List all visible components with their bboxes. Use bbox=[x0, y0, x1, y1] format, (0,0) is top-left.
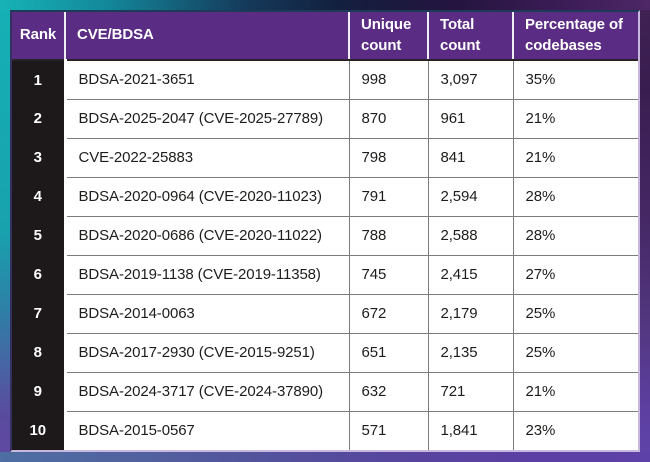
rank-cell: 1 bbox=[12, 60, 67, 99]
total-count-cell: 3,097 bbox=[427, 59, 514, 100]
rank-cell: 6 bbox=[12, 255, 67, 294]
total-count-cell: 961 bbox=[427, 98, 514, 139]
percentage-cell: 21% bbox=[512, 371, 638, 412]
cve-cell: BDSA-2025-2047 (CVE-2025-27789) bbox=[64, 98, 350, 139]
table-row: 1 BDSA-2021-3651 998 3,097 35% bbox=[12, 59, 638, 100]
frame-edge-bottom bbox=[0, 452, 650, 462]
cve-cell: BDSA-2020-0686 (CVE-2020-11022) bbox=[64, 215, 350, 256]
rank-cell: 5 bbox=[12, 216, 67, 255]
frame-edge-right bbox=[640, 10, 650, 452]
cve-cell: BDSA-2020-0964 (CVE-2020-11023) bbox=[64, 176, 350, 217]
percentage-cell: 21% bbox=[512, 137, 638, 178]
percentage-cell: 27% bbox=[512, 254, 638, 295]
table-row: 9 BDSA-2024-3717 (CVE-2024-37890) 632 721 21… bbox=[12, 371, 638, 412]
rank-cell: 2 bbox=[12, 99, 67, 138]
table-row: 4 BDSA-2020-0964 (CVE-2020-11023) 791 2,594… bbox=[12, 176, 638, 217]
table-row: 6 BDSA-2019-1138 (CVE-2019-11358) 745 2,415… bbox=[12, 254, 638, 295]
total-count-cell: 2,135 bbox=[427, 332, 514, 373]
total-count-column-header: Total count bbox=[428, 12, 514, 61]
table-header: Rank CVE/BDSA Unique count Total count P… bbox=[12, 12, 638, 61]
unique-count-cell: 791 bbox=[348, 176, 429, 217]
rank-cell: 10 bbox=[12, 411, 67, 450]
cve-table: Rank CVE/BDSA Unique count Total count P… bbox=[12, 12, 638, 450]
table-row: 8 BDSA-2017-2930 (CVE-2015-9251) 651 2,135 2… bbox=[12, 332, 638, 373]
table-row: 7 BDSA-2014-0063 672 2,179 25% bbox=[12, 293, 638, 334]
percentage-cell: 28% bbox=[512, 215, 638, 256]
frame-edge-top bbox=[0, 0, 650, 10]
cve-cell: CVE-2022-25883 bbox=[64, 137, 350, 178]
percentage-cell: 25% bbox=[512, 332, 638, 373]
table-row: 5 BDSA-2020-0686 (CVE-2020-11022) 788 2,588… bbox=[12, 215, 638, 256]
cve-column-header: CVE/BDSA bbox=[65, 12, 350, 61]
cve-cell: BDSA-2024-3717 (CVE-2024-37890) bbox=[64, 371, 350, 412]
unique-count-cell: 798 bbox=[348, 137, 429, 178]
unique-count-cell: 632 bbox=[348, 371, 429, 412]
table-row: 3 CVE-2022-25883 798 841 21% bbox=[12, 137, 638, 178]
vulnerability-table-container: Rank CVE/BDSA Unique count Total count P… bbox=[10, 10, 640, 452]
table-row: 10 BDSA-2015-0567 571 1,841 23% bbox=[12, 410, 638, 450]
cve-cell: BDSA-2014-0063 bbox=[64, 293, 350, 334]
unique-count-cell: 788 bbox=[348, 215, 429, 256]
rank-cell: 3 bbox=[12, 138, 67, 177]
rank-cell: 7 bbox=[12, 294, 67, 333]
total-count-cell: 2,415 bbox=[427, 254, 514, 295]
unique-count-column-header: Unique count bbox=[349, 12, 429, 61]
percentage-cell: 35% bbox=[512, 59, 638, 100]
rank-cell: 8 bbox=[12, 333, 67, 372]
unique-count-cell: 651 bbox=[348, 332, 429, 373]
percentage-column-header: Percentage of codebases bbox=[513, 12, 638, 61]
table-body: 1 BDSA-2021-3651 998 3,097 35% 2 BDSA-2025-204… bbox=[12, 59, 638, 450]
percentage-cell: 21% bbox=[512, 98, 638, 139]
table-row: 2 BDSA-2025-2047 (CVE-2025-27789) 870 961 21… bbox=[12, 98, 638, 139]
unique-count-cell: 672 bbox=[348, 293, 429, 334]
unique-count-cell: 998 bbox=[348, 59, 429, 100]
rank-cell: 4 bbox=[12, 177, 67, 216]
total-count-cell: 2,594 bbox=[427, 176, 514, 217]
total-count-cell: 2,588 bbox=[427, 215, 514, 256]
percentage-cell: 28% bbox=[512, 176, 638, 217]
frame-edge-left bbox=[0, 10, 10, 452]
header-row: Rank CVE/BDSA Unique count Total count P… bbox=[12, 12, 638, 61]
rank-cell: 9 bbox=[12, 372, 67, 411]
unique-count-cell: 571 bbox=[348, 410, 429, 450]
total-count-cell: 841 bbox=[427, 137, 514, 178]
unique-count-cell: 745 bbox=[348, 254, 429, 295]
unique-count-cell: 870 bbox=[348, 98, 429, 139]
cve-cell: BDSA-2015-0567 bbox=[64, 410, 350, 450]
total-count-cell: 721 bbox=[427, 371, 514, 412]
total-count-cell: 1,841 bbox=[427, 410, 514, 450]
percentage-cell: 25% bbox=[512, 293, 638, 334]
cve-cell: BDSA-2019-1138 (CVE-2019-11358) bbox=[64, 254, 350, 295]
percentage-cell: 23% bbox=[512, 410, 638, 450]
rank-column-header: Rank bbox=[12, 12, 66, 61]
total-count-cell: 2,179 bbox=[427, 293, 514, 334]
cve-cell: BDSA-2021-3651 bbox=[64, 59, 350, 100]
cve-cell: BDSA-2017-2930 (CVE-2015-9251) bbox=[64, 332, 350, 373]
